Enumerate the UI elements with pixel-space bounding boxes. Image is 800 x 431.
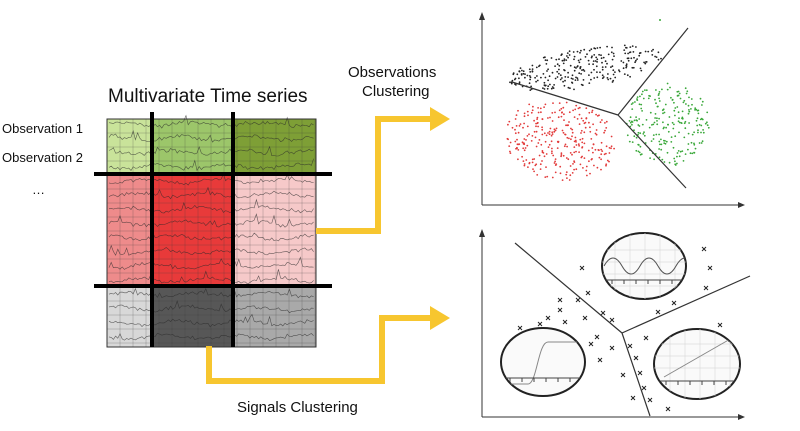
observations-clustering-label: Observations xyxy=(348,64,437,81)
grid-cell xyxy=(233,119,316,174)
observations-arrow xyxy=(316,107,450,234)
observations-cluster-plot xyxy=(479,12,745,208)
grid-cell xyxy=(107,119,152,174)
grid-cell xyxy=(233,174,316,286)
arrow-right-icon xyxy=(430,306,450,330)
grid-title: Multivariate Time series xyxy=(108,86,308,107)
ellipse-line-icon xyxy=(653,328,741,400)
signals-arrow xyxy=(206,306,450,384)
signals-cluster-plot xyxy=(479,229,751,420)
arrow-right-icon xyxy=(430,107,450,131)
time-series-grid xyxy=(94,112,332,348)
ellipse-sine-icon xyxy=(601,232,687,300)
grid-cell xyxy=(152,286,233,347)
observation-1-label: Observation 1 xyxy=(2,121,83,136)
signals-clustering-label: Signals Clustering xyxy=(237,399,358,416)
grid-cell xyxy=(107,174,152,286)
ellipsis-label: … xyxy=(32,182,45,197)
grid-cell xyxy=(107,286,152,347)
observations-clustering-label-line2: Clustering xyxy=(362,83,430,100)
grid-cell xyxy=(152,174,233,286)
observation-2-label: Observation 2 xyxy=(2,150,83,165)
grid-cell xyxy=(152,119,233,174)
ellipse-sigmoid-icon xyxy=(500,327,586,397)
